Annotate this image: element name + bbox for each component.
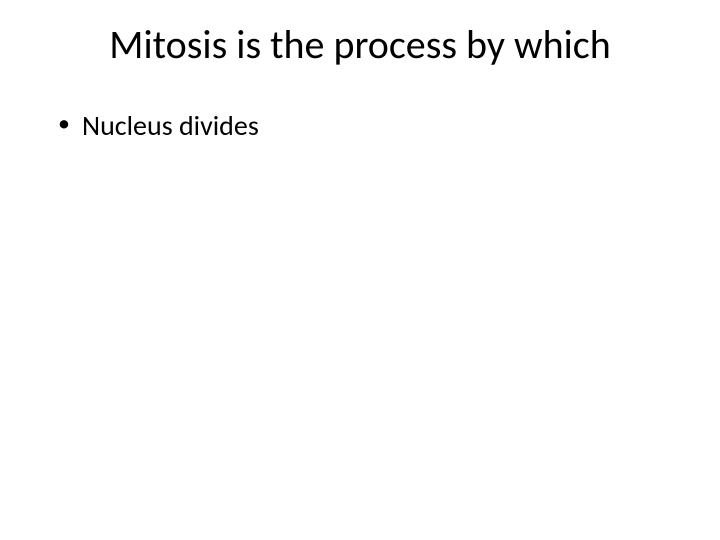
bullet-list: Nucleus divides: [54, 108, 666, 143]
slide: Mitosis is the process by which Nucleus …: [0, 0, 720, 540]
slide-body: Nucleus divides: [54, 108, 666, 143]
list-item: Nucleus divides: [54, 108, 666, 143]
slide-title: Mitosis is the process by which: [0, 20, 720, 69]
